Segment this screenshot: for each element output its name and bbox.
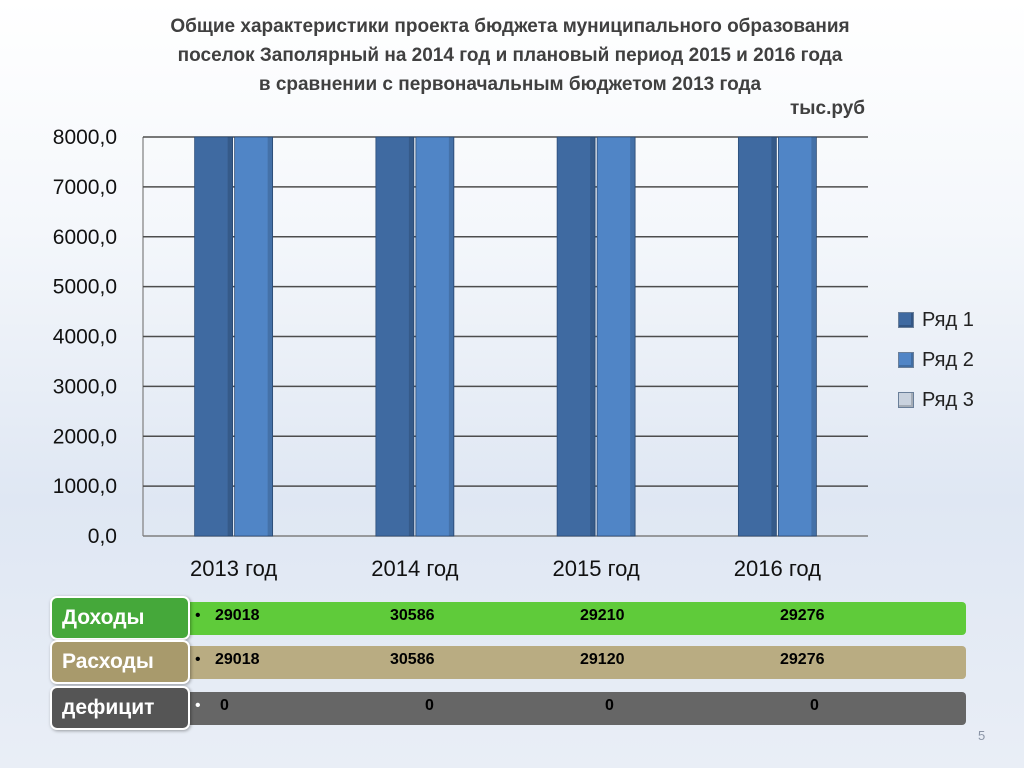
table-row: • 0 0 0 0 дефицит [50, 686, 970, 732]
unit-label: тыс.руб [790, 98, 866, 119]
row-label: Расходы [50, 640, 190, 684]
bar-shade [811, 137, 817, 536]
y-tick-label: 1000,0 [53, 475, 117, 498]
bar-shade [630, 137, 636, 536]
bar-shade [267, 137, 273, 536]
page-title: Общие характеристики проекта бюджета мун… [100, 12, 920, 99]
row-label: Доходы [50, 596, 190, 640]
row-value: 29018 [215, 607, 260, 624]
bar [596, 136, 636, 537]
row-bar [170, 646, 966, 679]
row-values: • 29018 30586 29120 29276 [195, 646, 970, 679]
row-bullet: • [195, 607, 201, 624]
bar [415, 136, 455, 537]
bar-shade [408, 137, 414, 536]
bar [777, 136, 817, 537]
chart-legend: Ряд 1 Ряд 2 Ряд 3 [898, 300, 974, 420]
bar [556, 136, 596, 537]
bar-chart: 0,0 1000,0 2000,0 3000,0 4000,0 5000,0 6000,0 7… [53, 126, 868, 581]
row-value: 30586 [390, 607, 435, 624]
y-tick-label: 5000,0 [53, 276, 117, 299]
legend-label: Ряд 1 [922, 308, 974, 331]
bar [234, 136, 274, 537]
row-bullet: • [195, 697, 201, 714]
legend-item: Ряд 3 [898, 380, 974, 420]
x-tick-label: 2016 год [734, 556, 821, 581]
row-bar [170, 692, 966, 725]
bar-shade [771, 137, 777, 536]
row-value: 0 [810, 697, 819, 714]
bar [737, 136, 777, 537]
table-row: • 29018 30586 29210 29276 Доходы [50, 596, 970, 642]
row-values: • 29018 30586 29210 29276 [195, 602, 970, 635]
row-value: 29276 [780, 607, 825, 624]
legend-label: Ряд 2 [922, 348, 974, 371]
bar [375, 136, 415, 537]
row-bar [170, 602, 966, 635]
row-value: 0 [220, 697, 229, 714]
title-line-3: в сравнении с первоначальным бюджетом 20… [258, 74, 762, 95]
legend-swatch [898, 392, 914, 408]
row-label: дефицит [50, 686, 190, 730]
x-tick-label: 2013 год [190, 556, 277, 581]
table-row: • 29018 30586 29120 29276 Расходы [50, 640, 970, 686]
page-number: 5 [978, 728, 986, 743]
bar-shade [448, 137, 454, 536]
row-values: • 0 0 0 0 [195, 692, 970, 725]
row-value: 29276 [780, 651, 825, 668]
legend-item: Ряд 2 [898, 340, 974, 380]
y-tick-label: 2000,0 [53, 425, 117, 448]
bar-shade [590, 137, 596, 536]
row-value: 30586 [390, 651, 435, 668]
legend-swatch [898, 352, 914, 368]
title-line-2: поселок Заполярный на 2014 год и плановы… [177, 45, 843, 66]
y-tick-label: 4000,0 [53, 326, 117, 349]
legend-item: Ряд 1 [898, 300, 974, 340]
y-tick-label: 0,0 [88, 525, 117, 548]
legend-label: Ряд 3 [922, 388, 974, 411]
legend-swatch [898, 312, 914, 328]
row-bullet: • [195, 651, 201, 668]
row-value: 0 [605, 697, 614, 714]
row-value: 0 [425, 697, 434, 714]
bar-shade [227, 137, 233, 536]
bar [194, 136, 234, 537]
row-value: 29120 [580, 651, 625, 668]
row-value: 29018 [215, 651, 260, 668]
y-tick-label: 6000,0 [53, 226, 117, 249]
x-tick-label: 2014 год [371, 556, 458, 581]
y-tick-label: 8000,0 [53, 126, 117, 149]
row-value: 29210 [580, 607, 625, 624]
y-tick-label: 3000,0 [53, 375, 117, 398]
title-line-1: Общие характеристики проекта бюджета мун… [170, 16, 850, 37]
y-tick-label: 7000,0 [53, 176, 117, 199]
x-tick-label: 2015 год [553, 556, 640, 581]
